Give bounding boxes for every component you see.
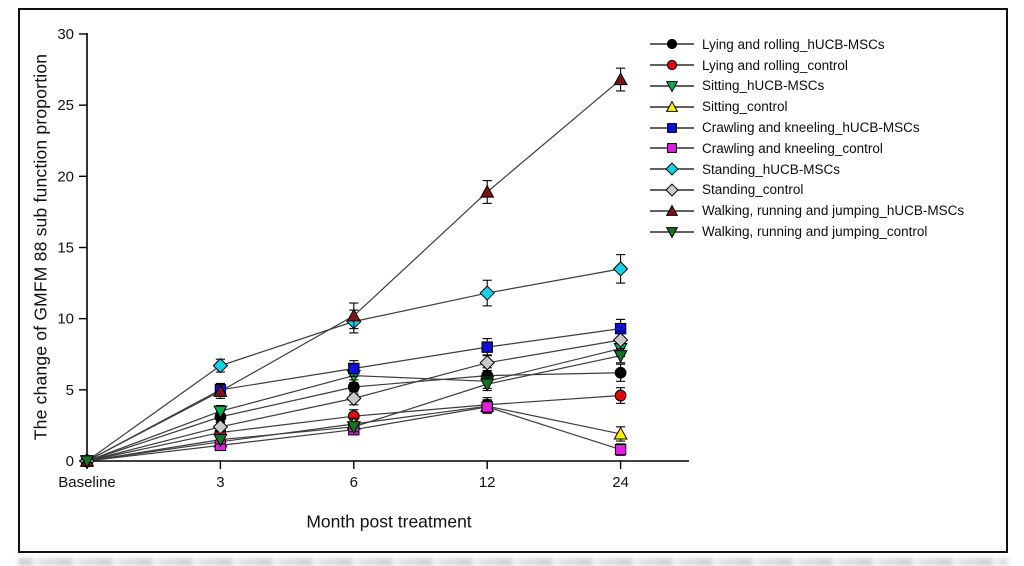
data-marker xyxy=(480,184,495,198)
y-tick-label: 10 xyxy=(57,311,74,328)
x-tick-label: 24 xyxy=(612,474,629,491)
square-legend-icon xyxy=(650,143,694,154)
data-marker xyxy=(480,378,495,392)
x-tick-label: 3 xyxy=(216,474,224,491)
data-marker xyxy=(612,332,629,348)
data-marker xyxy=(481,401,493,413)
y-tick-label: 15 xyxy=(57,240,74,257)
triangle-down-legend-icon xyxy=(650,81,694,93)
legend-marker xyxy=(667,122,677,133)
x-axis-title: Month post treatment xyxy=(306,511,472,532)
legend-item: Sitting_hUCB-MSCs xyxy=(649,76,964,97)
legend-marker xyxy=(667,143,677,154)
legend-item: Lying and rolling_hUCB-MSCs xyxy=(649,34,964,55)
data-marker xyxy=(348,362,360,375)
legend-label: Standing_hUCB-MSCs xyxy=(702,161,841,177)
legend-label: Sitting_control xyxy=(702,99,788,115)
data-marker xyxy=(212,419,229,435)
legend-item: Crawling and kneeling_hUCB-MSCs xyxy=(649,117,964,138)
legend-marker xyxy=(665,183,679,197)
legend-label: Walking, running and jumping_control xyxy=(702,224,928,240)
legend-marker xyxy=(666,60,678,71)
figure-border xyxy=(18,8,1008,553)
y-tick-label: 30 xyxy=(57,26,74,43)
data-marker xyxy=(79,455,95,469)
y-tick-label: 20 xyxy=(57,168,74,185)
legend-marker xyxy=(665,226,679,239)
diamond-legend-icon xyxy=(650,162,694,176)
x-tick-label: 6 xyxy=(350,474,358,491)
x-tick-label: 12 xyxy=(479,474,496,491)
y-tick-label: 0 xyxy=(66,453,74,470)
triangle-down-legend-icon xyxy=(650,226,694,239)
data-marker xyxy=(346,308,361,322)
y-tick-label: 25 xyxy=(57,97,74,114)
legend-marker xyxy=(665,81,679,93)
legend-item: Crawling and kneeling_control xyxy=(649,138,964,159)
data-marker xyxy=(213,405,228,419)
data-marker xyxy=(481,341,493,353)
data-marker xyxy=(213,383,228,397)
data-marker xyxy=(614,443,627,456)
circle-legend-icon xyxy=(650,39,694,50)
data-marker xyxy=(612,261,629,277)
legend: Lying and rolling_hUCB-MSCs Lying and rol… xyxy=(649,34,964,242)
data-marker xyxy=(346,390,362,407)
legend-item: Lying and rolling_control xyxy=(649,55,964,76)
data-marker xyxy=(613,350,628,364)
data-marker xyxy=(346,421,361,435)
legend-item: Sitting_control xyxy=(649,96,964,117)
legend-marker xyxy=(666,39,678,50)
legend-label: Lying and rolling_control xyxy=(702,57,848,73)
legend-item: Standing_hUCB-MSCs xyxy=(649,159,964,180)
data-marker xyxy=(614,366,627,379)
data-marker xyxy=(613,72,628,86)
cropped-caption-blur xyxy=(18,558,1008,566)
legend-marker xyxy=(665,162,679,176)
circle-legend-icon xyxy=(650,60,694,71)
legend-label: Walking, running and jumping_hUCB-MSCs xyxy=(702,203,965,219)
triangle-up-legend-icon xyxy=(650,204,694,216)
y-axis-title: The change of GMFM 88 sub function propo… xyxy=(30,53,51,441)
legend-marker xyxy=(665,100,679,112)
data-marker xyxy=(212,357,229,374)
y-tick-label: 5 xyxy=(66,382,74,399)
square-legend-icon xyxy=(650,122,694,133)
data-marker xyxy=(213,434,228,448)
diamond-legend-icon xyxy=(650,183,694,197)
data-marker xyxy=(479,355,495,371)
data-marker xyxy=(613,426,628,440)
triangle-up-legend-icon xyxy=(650,100,694,112)
legend-label: Crawling and kneeling_control xyxy=(702,140,883,156)
legend-marker xyxy=(665,204,679,216)
legend-label: Standing_control xyxy=(702,182,804,198)
data-marker xyxy=(614,389,627,402)
data-marker xyxy=(479,285,495,301)
legend-item: Walking, running and jumping_control xyxy=(649,221,964,242)
legend-label: Crawling and kneeling_hUCB-MSCs xyxy=(702,120,920,136)
x-tick-label: Baseline xyxy=(58,474,116,491)
legend-label: Sitting_hUCB-MSCs xyxy=(702,78,825,94)
legend-item: Walking, running and jumping_hUCB-MSCs xyxy=(649,200,964,221)
legend-item: Standing_control xyxy=(649,180,964,201)
legend-label: Lying and rolling_hUCB-MSCs xyxy=(702,36,885,52)
